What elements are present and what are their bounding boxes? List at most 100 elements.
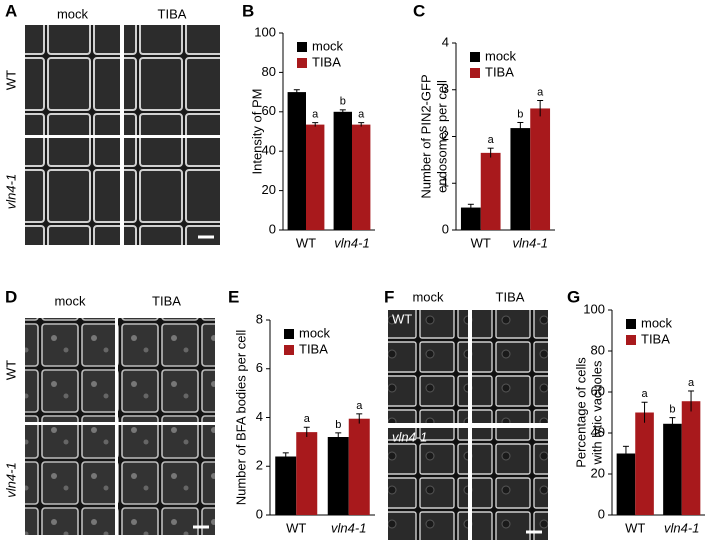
column-label: TIBA (158, 6, 187, 21)
legend-label: mock (485, 48, 517, 63)
significance-letter: a (488, 134, 495, 146)
legend-swatch (470, 52, 480, 62)
bar (616, 453, 636, 515)
error-bar (688, 390, 695, 412)
bar (663, 423, 682, 515)
legend-swatch (626, 335, 636, 345)
legend-swatch (297, 58, 307, 68)
error-bar (622, 445, 629, 461)
x-tick-label: WT (471, 235, 491, 250)
error-bar (282, 452, 289, 461)
column-label: mock (54, 293, 86, 308)
significance-letter: b (517, 108, 523, 120)
micrograph (124, 138, 220, 245)
y-axis-label: Number of PIN2-GFP (418, 74, 433, 198)
significance-letter: a (356, 400, 363, 412)
significance-letter: b (340, 96, 346, 108)
legend-swatch (470, 68, 480, 78)
row-label: WT (3, 70, 18, 90)
y-tick-label: 4 (256, 409, 263, 424)
legend-label: TIBA (641, 331, 670, 346)
panel-label: D (5, 287, 17, 306)
x-tick-label: vln4-1 (664, 520, 699, 535)
y-tick-label: 20 (262, 182, 276, 197)
row-label: WT (3, 360, 18, 380)
y-tick-label: 4 (442, 34, 449, 49)
panel-label: F (384, 287, 394, 306)
y-axis-label: endosomes per cell (434, 80, 449, 193)
legend-label: TIBA (312, 54, 341, 69)
y-tick-label: 0 (269, 221, 276, 236)
bar (510, 128, 531, 230)
x-tick-label: WT (296, 235, 316, 250)
legend-swatch (626, 319, 636, 329)
y-tick-label: 20 (591, 465, 605, 480)
micrograph (124, 25, 220, 135)
bar (287, 92, 306, 230)
y-tick-label: 80 (262, 64, 276, 79)
significance-letter: a (312, 109, 319, 121)
x-tick-label: vln4-1 (331, 520, 366, 535)
y-tick-label: 0 (256, 506, 263, 521)
column-label: mock (57, 6, 89, 21)
error-bar (312, 122, 319, 127)
error-bar (356, 413, 363, 424)
y-tick-label: 1 (442, 175, 449, 190)
legend-label: mock (312, 38, 344, 53)
error-bar (358, 122, 365, 127)
y-axis-label: Percentage of cells (573, 357, 588, 468)
legend-label: mock (299, 325, 331, 340)
column-label: mock (412, 289, 444, 304)
bar (348, 418, 370, 515)
error-bar (335, 432, 342, 442)
bar (460, 207, 481, 230)
column-label: TIBA (496, 289, 525, 304)
y-tick-label: 2 (256, 458, 263, 473)
error-bar (467, 203, 474, 211)
significance-letter: a (304, 413, 311, 425)
micrograph (388, 310, 468, 423)
y-tick-label: 6 (256, 360, 263, 375)
y-axis-label: Intensity of PM (249, 89, 264, 175)
row-label: vln4-1 (392, 429, 427, 444)
x-tick-label: vln4-1 (513, 235, 548, 250)
error-bar (669, 417, 676, 430)
y-tick-label: 2 (442, 128, 449, 143)
bar (306, 124, 325, 230)
y-tick-label: 40 (591, 424, 605, 439)
error-bar (293, 89, 300, 95)
x-tick-label: WT (286, 520, 306, 535)
panel-label: E (228, 287, 239, 306)
y-tick-label: 60 (591, 383, 605, 398)
bar (352, 124, 371, 230)
y-tick-label: 3 (442, 81, 449, 96)
bar (327, 437, 349, 515)
error-bar (303, 426, 310, 437)
legend-swatch (284, 329, 294, 339)
column-label: TIBA (152, 293, 181, 308)
bar (530, 108, 551, 230)
error-bar (487, 147, 494, 158)
legend-swatch (284, 345, 294, 355)
y-tick-label: 60 (262, 103, 276, 118)
micrograph (25, 425, 115, 535)
row-label: WT (392, 311, 412, 326)
micrograph (25, 25, 120, 135)
significance-letter: a (688, 377, 695, 389)
y-tick-label: 0 (598, 506, 605, 521)
micrograph (25, 138, 120, 245)
y-axis-label: with lytic vacuoles (589, 360, 604, 466)
y-tick-label: 100 (583, 301, 605, 316)
panel-label: A (5, 1, 17, 20)
x-tick-label: WT (625, 520, 645, 535)
panel-label: B (242, 1, 254, 20)
significance-letter: b (669, 404, 675, 416)
error-bar (517, 121, 524, 134)
significance-letter: a (537, 86, 544, 98)
significance-letter: a (358, 109, 365, 121)
y-tick-label: 80 (591, 342, 605, 357)
micrograph (472, 428, 548, 540)
error-bar (339, 109, 346, 114)
error-bar (641, 401, 648, 423)
legend-swatch (297, 42, 307, 52)
